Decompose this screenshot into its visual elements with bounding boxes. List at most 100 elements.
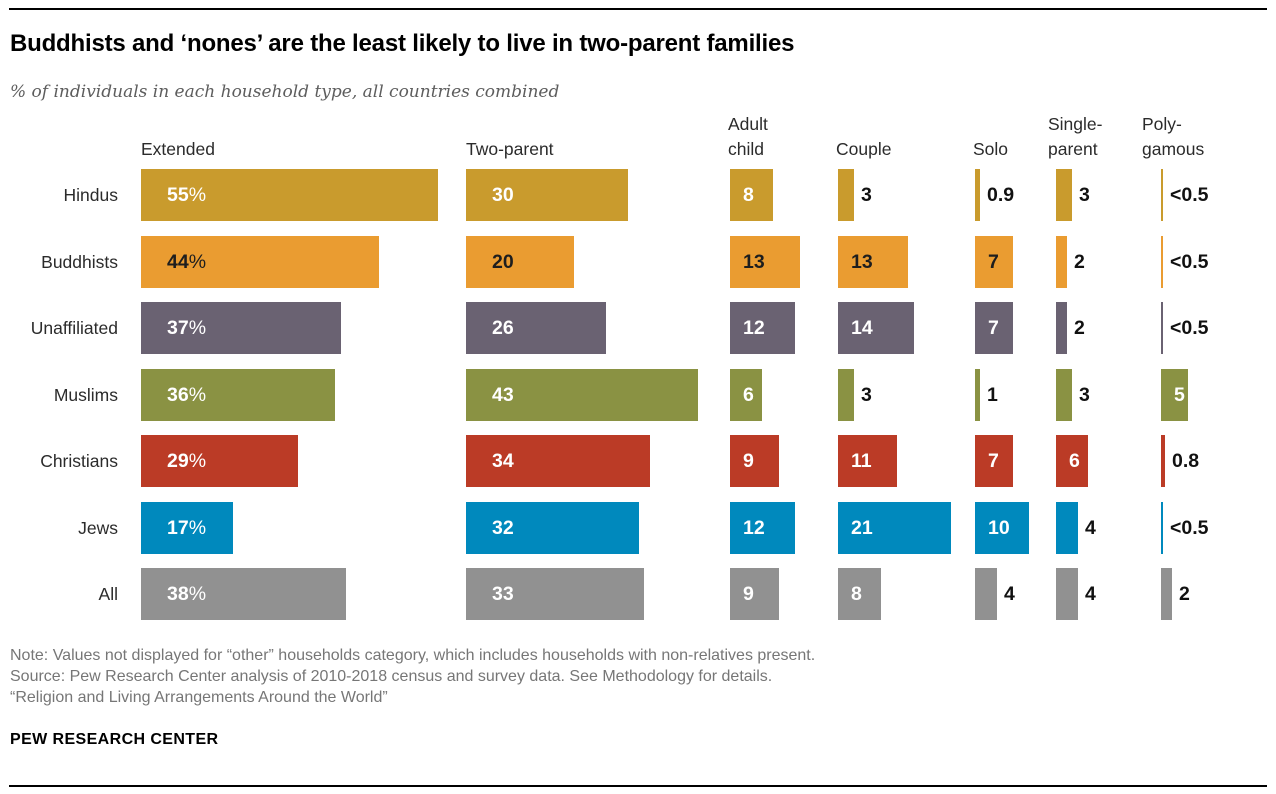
bar-all-5 — [1056, 568, 1078, 620]
bar-unaffiliated-0 — [141, 302, 341, 354]
bar-value-label: <0.5 — [1170, 251, 1209, 273]
source-text: Source: Pew Research Center analysis of … — [10, 668, 773, 685]
top-rule — [9, 8, 1267, 10]
bar-jews-4 — [975, 502, 1029, 554]
bar-jews-0 — [141, 502, 233, 554]
percent-sign: % — [188, 317, 207, 339]
percent-sign: % — [188, 517, 207, 539]
percent-sign: % — [188, 251, 207, 273]
bar-christians-2 — [730, 435, 779, 487]
column-header-solo: Solo — [973, 139, 1009, 159]
note-text: Note: Values not displayed for “other” h… — [10, 647, 816, 664]
bar-muslims-5 — [1056, 369, 1072, 421]
bar-value-label: 4 — [1085, 583, 1096, 605]
bar-value-label: 44% — [167, 251, 207, 273]
bar-value-label: <0.5 — [1170, 517, 1209, 539]
bar-muslims-3 — [838, 369, 854, 421]
bar-value-label: 32 — [492, 517, 514, 539]
bar-value-label: 21 — [851, 517, 873, 539]
bar-buddhists-3 — [838, 236, 908, 288]
percent-sign: % — [188, 583, 207, 605]
bar-value-label: 2 — [1074, 251, 1085, 273]
row-label-muslims: Muslims — [53, 385, 118, 405]
bar-value-label: 37% — [167, 317, 207, 339]
bar-christians-6 — [1161, 435, 1165, 487]
column-header-couple: Couple — [836, 139, 892, 159]
bar-value-label: 20 — [492, 251, 514, 273]
bar-value-label: 7 — [988, 251, 999, 273]
bar-hindus-5 — [1056, 169, 1072, 221]
bar-value-label: 12 — [743, 517, 765, 539]
bar-jews-5 — [1056, 502, 1078, 554]
percent-sign: % — [188, 384, 207, 406]
chart-title: Buddhists and ‘nones’ are the least like… — [10, 30, 795, 57]
column-header-adult-child: Adult child — [728, 114, 768, 159]
bar-christians-4 — [975, 435, 1013, 487]
bar-all-4 — [975, 568, 997, 620]
bar-value-label: 30 — [492, 184, 514, 206]
bar-christians-1 — [466, 435, 650, 487]
bar-value-label: 34 — [492, 450, 514, 472]
row-label-jews: Jews — [78, 518, 118, 538]
column-header-single-parent: Single- parent — [1048, 114, 1103, 159]
percent-sign: % — [188, 450, 207, 472]
column-header-poly-gamous: Poly- gamous — [1142, 114, 1205, 159]
bar-value-label: 5 — [1174, 384, 1185, 406]
column-header-two-parent: Two-parent — [466, 139, 554, 159]
bar-value-label: <0.5 — [1170, 184, 1209, 206]
bar-muslims-6 — [1161, 369, 1188, 421]
bar-value-label: 3 — [861, 384, 872, 406]
bar-value-label: 0.8 — [1172, 450, 1200, 472]
bar-unaffiliated-2 — [730, 302, 795, 354]
bar-value-label: 4 — [1004, 583, 1015, 605]
row-label-buddhists: Buddhists — [41, 252, 118, 272]
bar-unaffiliated-6 — [1161, 302, 1163, 354]
bar-all-0 — [141, 568, 346, 620]
bar-value-label: 17% — [167, 517, 207, 539]
bar-value-label: 12 — [743, 317, 765, 339]
bar-value-label: 6 — [1069, 450, 1080, 472]
bar-value-label: 33 — [492, 583, 514, 605]
bar-jews-6 — [1161, 502, 1163, 554]
bar-christians-0 — [141, 435, 298, 487]
bar-hindus-6 — [1161, 169, 1163, 221]
bar-value-label: 2 — [1179, 583, 1190, 605]
bar-hindus-4 — [975, 169, 980, 221]
bar-value-label: 1 — [987, 384, 998, 406]
bar-value-label: 8 — [743, 184, 754, 206]
bar-buddhists-2 — [730, 236, 800, 288]
bar-buddhists-1 — [466, 236, 574, 288]
bar-value-label: 38% — [167, 583, 207, 605]
bar-value-label: 3 — [861, 184, 872, 206]
bar-hindus-3 — [838, 169, 854, 221]
report-title-text: “Religion and Living Arrangements Around… — [10, 689, 388, 706]
bar-muslims-1 — [466, 369, 698, 421]
bar-unaffiliated-4 — [975, 302, 1013, 354]
row-label-hindus: Hindus — [63, 185, 118, 205]
row-label-all: All — [98, 584, 118, 604]
row-label-unaffiliated: Unaffiliated — [30, 318, 118, 338]
bar-christians-5 — [1056, 435, 1088, 487]
bar-hindus-1 — [466, 169, 628, 221]
bar-value-label: 55% — [167, 184, 207, 206]
bar-value-label: 9 — [743, 450, 754, 472]
bar-all-1 — [466, 568, 644, 620]
bar-buddhists-4 — [975, 236, 1013, 288]
bar-value-label: 36% — [167, 384, 207, 406]
bar-value-label: 2 — [1074, 317, 1085, 339]
bar-value-label: 11 — [851, 450, 872, 472]
percent-sign: % — [188, 184, 207, 206]
bar-all-2 — [730, 568, 779, 620]
bar-value-label: 14 — [851, 317, 873, 339]
bar-value-label: 10 — [988, 517, 1010, 539]
bar-value-label: 8 — [851, 583, 862, 605]
bar-jews-1 — [466, 502, 639, 554]
bar-value-label: 6 — [743, 384, 754, 406]
chart-subtitle: % of individuals in each household type,… — [10, 82, 560, 102]
bar-christians-3 — [838, 435, 897, 487]
bar-jews-2 — [730, 502, 795, 554]
bar-buddhists-0 — [141, 236, 379, 288]
bar-all-3 — [838, 568, 881, 620]
bar-value-label: 13 — [743, 251, 765, 273]
